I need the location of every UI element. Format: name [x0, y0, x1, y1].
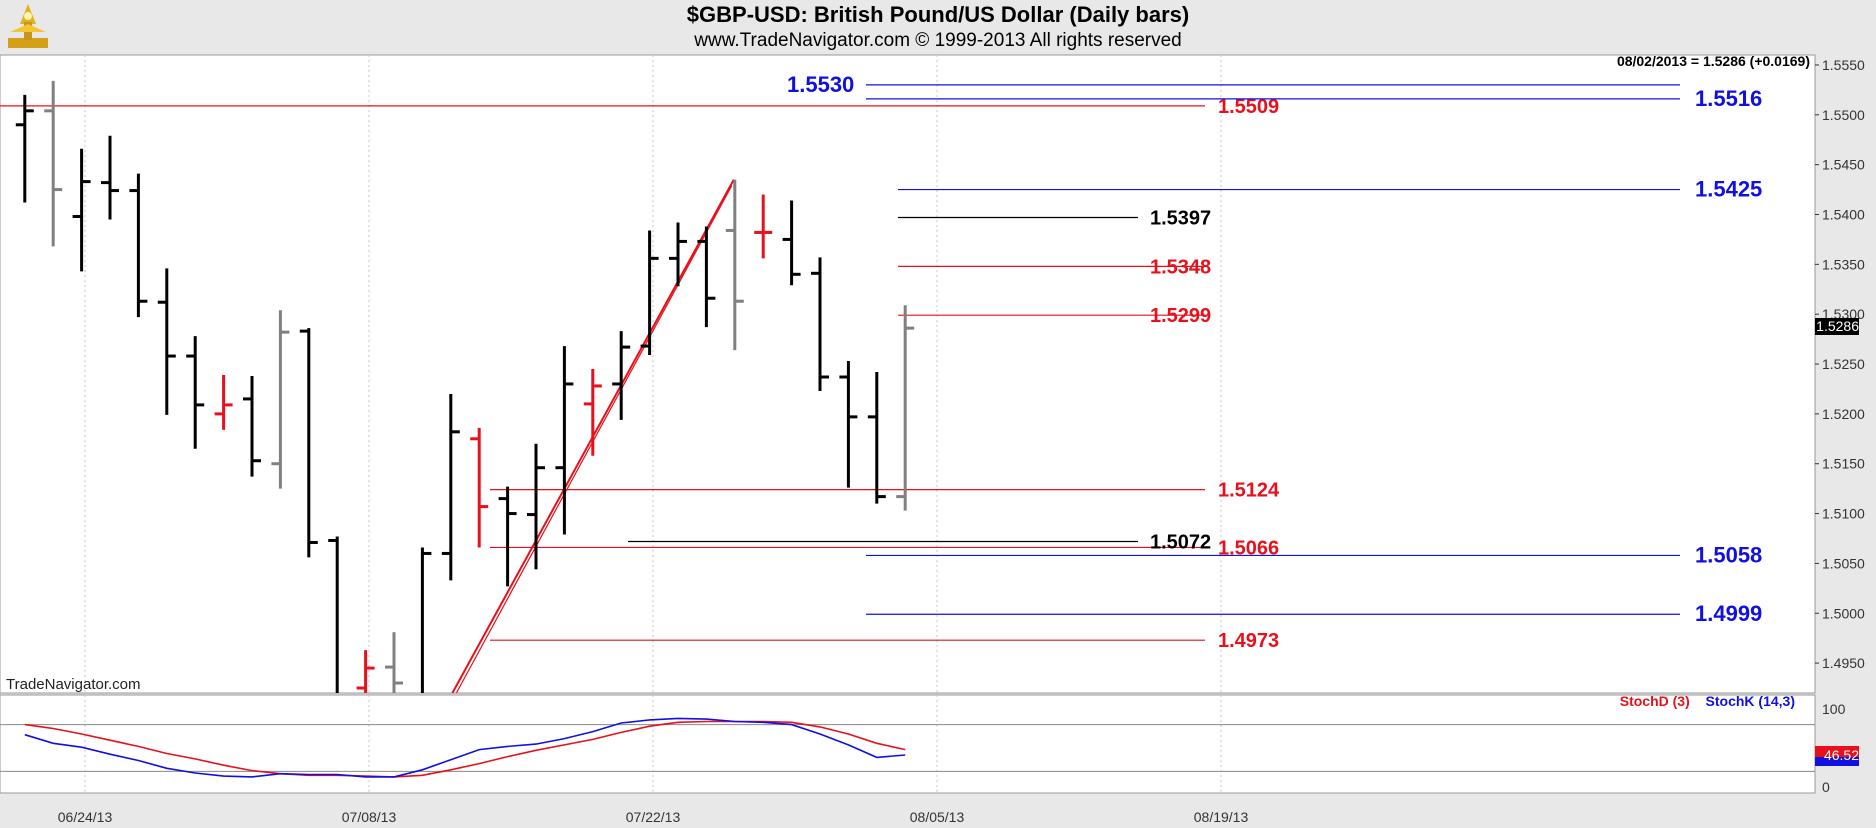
- stoch-y-tick-label: 0: [1822, 779, 1830, 795]
- ohlc-bar: [896, 305, 915, 511]
- ohlc-bar: [15, 94, 34, 203]
- ohlc-bar: [441, 393, 460, 581]
- red-level-label: 1.5509: [1218, 96, 1279, 118]
- price-bars: [15, 80, 915, 693]
- ohlc-bar: [669, 222, 687, 287]
- ohlc-bar: [640, 230, 659, 356]
- stochastic-lines: [24, 717, 906, 778]
- ohlc-bar: [101, 135, 119, 220]
- ohlc-bar: [754, 194, 773, 259]
- ohlc-bar: [555, 346, 574, 535]
- ohlc-bar: [470, 427, 489, 548]
- y-tick-label: 1.5350: [1822, 256, 1865, 272]
- y-tick-label: 1.5000: [1822, 605, 1865, 621]
- ohlc-bar: [867, 372, 886, 504]
- trade-navigator-logo: [8, 4, 48, 48]
- blue-level-label: 1.4999: [1695, 601, 1762, 626]
- chart-header: $GBP-USD: British Pound/US Dollar (Daily…: [0, 0, 1876, 55]
- red-level-label: 1.4973: [1218, 630, 1279, 652]
- ohlc-bar: [72, 148, 91, 272]
- ohlc-bar: [356, 650, 375, 693]
- ohlc-bar: [44, 80, 63, 247]
- copyright-line: www.TradeNavigator.com © 1999-2013 All r…: [694, 30, 1182, 51]
- ohlc-bar: [839, 361, 858, 488]
- blue-level-label: 1.5425: [1695, 177, 1762, 202]
- ohlc-bar: [214, 374, 233, 430]
- ohlc-bar: [583, 369, 602, 456]
- x-tick-label: 07/22/13: [626, 809, 681, 825]
- red-level-label: 1.5066: [1218, 537, 1279, 559]
- x-tick-label: 08/05/13: [910, 809, 965, 825]
- black-level-label: 1.5397: [1150, 207, 1211, 229]
- ohlc-bar: [328, 536, 339, 693]
- x-tick-label: 07/08/13: [342, 809, 397, 825]
- ohlc-bar: [612, 331, 631, 420]
- page-title: $GBP-USD: British Pound/US Dollar (Daily…: [686, 2, 1190, 27]
- stochd-legend-label: StochD (3): [1619, 693, 1690, 709]
- y-tick-label: 1.5500: [1822, 107, 1865, 123]
- ohlc-bar: [811, 257, 829, 391]
- ohlc-bar: [498, 486, 517, 587]
- ohlc-bar: [186, 336, 205, 449]
- ohlc-bar: [782, 200, 801, 286]
- y-tick-label: 1.5200: [1822, 406, 1865, 422]
- blue-level-label: 1.5516: [1695, 86, 1762, 111]
- y-tick-label: 1.5100: [1822, 506, 1865, 522]
- last-price-tag: 1.5286: [1815, 318, 1859, 335]
- stoch-y-tick-label: 100: [1822, 701, 1846, 717]
- watermark: TradeNavigator.com: [6, 676, 141, 693]
- price-panel: [0, 54, 1816, 694]
- y-tick-label: 1.5550: [1822, 57, 1865, 73]
- stoch-panel: [0, 694, 1816, 794]
- ohlc-bar: [420, 547, 432, 693]
- stoch-value-text: 46.52: [1823, 747, 1859, 763]
- ohlc-bar: [527, 443, 545, 570]
- x-tick-label: 06/24/13: [58, 809, 113, 825]
- red-level-label: 1.5299: [1150, 305, 1211, 327]
- blue-level-label: 1.5530: [787, 72, 854, 97]
- stochk-line: [24, 717, 906, 778]
- support-resistance-levels: 1.5509 1.5348 1.5299 1.5124 1.5066 1.4973 1.55…: [0, 72, 1762, 652]
- y-tick-label: 1.5250: [1822, 356, 1865, 372]
- ohlc-bar: [243, 375, 261, 477]
- ohlc-bar: [299, 328, 318, 558]
- stoch-value-tag: 46.52: [1815, 746, 1859, 766]
- y-tick-label: 1.5050: [1822, 555, 1865, 571]
- ohlc-bar: [271, 310, 290, 489]
- x-tick-label: 08/19/13: [1194, 809, 1249, 825]
- y-tick-label: 1.5400: [1822, 207, 1865, 223]
- axes: 1.4950 1.5000 1.5050 1.5100 1.5150 1.5200 1.52…: [58, 57, 1865, 825]
- y-tick-label: 1.5450: [1822, 157, 1865, 173]
- last-quote-label: 08/02/2013 = 1.5286 (+0.0169): [1616, 53, 1810, 69]
- black-level-label: 1.5072: [1150, 531, 1211, 553]
- y-tick-label: 1.5150: [1822, 456, 1865, 472]
- ohlc-bar: [129, 173, 148, 318]
- ohlc-bar: [157, 268, 176, 415]
- blue-level-label: 1.5058: [1695, 542, 1762, 567]
- ohlc-bar: [385, 632, 403, 693]
- red-level-label: 1.5124: [1218, 480, 1280, 502]
- y-tick-label: 1.4950: [1822, 655, 1865, 671]
- stochk-legend-label: StochK (14,3): [1705, 693, 1795, 709]
- stoch-legend: StochD (3) StochK (14,3): [1580, 693, 1795, 709]
- ohlc-bar: [725, 179, 744, 351]
- red-level-label: 1.5348: [1150, 256, 1211, 278]
- ohlc-bar: [697, 226, 716, 328]
